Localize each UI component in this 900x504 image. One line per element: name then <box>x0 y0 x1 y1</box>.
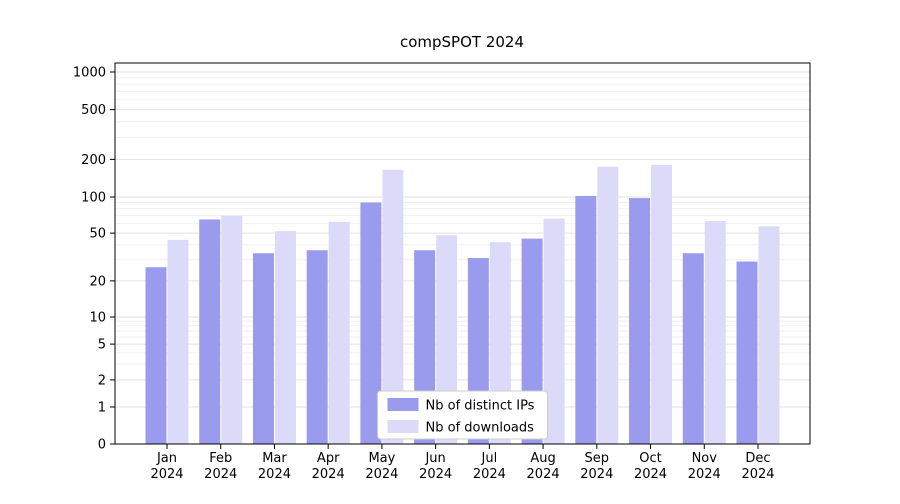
x-tick-label: Apr 2024 <box>312 451 345 482</box>
bar <box>252 253 274 444</box>
x-tick-label: Jul 2024 <box>473 451 506 482</box>
bar <box>629 198 651 444</box>
x-tick-label: May 2024 <box>365 451 398 482</box>
bar <box>167 239 189 444</box>
x-tick-label: Jan 2024 <box>150 451 183 482</box>
plot-frame <box>114 62 811 445</box>
bar <box>758 226 780 444</box>
y-tick-label: 20 <box>89 274 106 289</box>
x-tick-label: Aug 2024 <box>527 451 560 482</box>
y-tick-label: 2 <box>98 373 106 388</box>
x-tick-label: Nov 2024 <box>688 451 721 482</box>
x-tick-label: Oct 2024 <box>634 451 667 482</box>
chart-title: compSPOT 2024 <box>400 33 524 51</box>
y-tick-label: 500 <box>81 103 106 118</box>
legend-swatch <box>387 420 419 433</box>
bar <box>597 166 619 444</box>
legend-label: Nb of distinct IPs <box>426 399 535 414</box>
bar <box>382 169 404 444</box>
bar <box>575 195 597 444</box>
bar <box>704 221 726 444</box>
bar <box>328 221 350 444</box>
y-tick-label: 1 <box>98 401 106 416</box>
y-tick-label: 10 <box>89 311 106 326</box>
legend-box <box>377 390 548 440</box>
x-tick-label: Dec 2024 <box>741 451 774 482</box>
bar <box>274 231 296 444</box>
bar <box>736 261 758 444</box>
bar <box>543 218 565 444</box>
y-tick-label: 50 <box>89 227 106 242</box>
y-tick-label: 0 <box>98 438 106 453</box>
x-tick-label: Feb 2024 <box>204 451 237 482</box>
y-tick-label: 5 <box>98 338 106 353</box>
y-tick-label: 200 <box>81 153 106 168</box>
bar <box>199 219 221 444</box>
legend: Nb of distinct IPs Nb of downloads <box>377 390 548 440</box>
bar <box>145 267 167 444</box>
x-tick-label: Jun 2024 <box>419 451 452 482</box>
bar <box>306 250 328 444</box>
legend-swatch <box>387 398 419 411</box>
legend-label: Nb of downloads <box>426 421 535 436</box>
x-tick-label: Mar 2024 <box>258 451 291 482</box>
bar <box>221 215 243 444</box>
x-tick-label: Sep 2024 <box>580 451 613 482</box>
y-tick-label: 100 <box>81 191 106 206</box>
bar <box>360 202 382 444</box>
y-tick-label: 1000 <box>73 66 106 81</box>
bar <box>651 164 673 445</box>
axes-group: 0 1 2 5 10 20 50 100 200 500 1000 Jan 2024 Feb 2024 Mar… <box>73 62 811 482</box>
bar <box>682 253 704 444</box>
